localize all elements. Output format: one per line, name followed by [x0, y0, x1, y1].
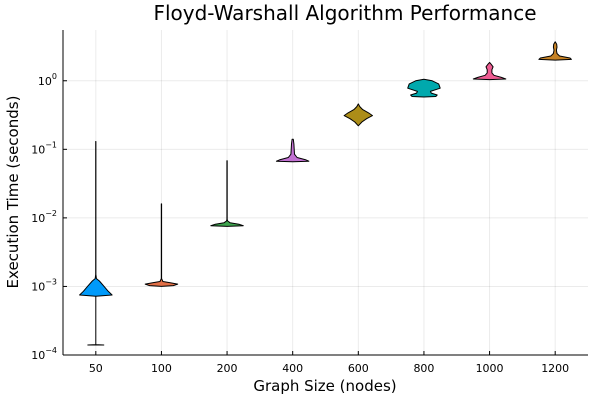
x-tick-label-400: 400	[282, 362, 303, 375]
violin-200	[210, 160, 244, 227]
x-tick-label-600: 600	[348, 362, 369, 375]
x-tick-labels: 50 100 200 400 600 800 1000 1200	[89, 351, 569, 375]
violin-600	[343, 103, 373, 127]
y-axis-label: Execution Time (seconds)	[4, 96, 22, 289]
x-axis-label: Graph Size (nodes)	[253, 377, 396, 395]
y-tick-label-2: 10−2	[31, 209, 57, 225]
y-tick-label-4: 100	[38, 72, 57, 88]
y-tick-label-1: 10−3	[31, 277, 57, 293]
x-tick-label-800: 800	[413, 362, 434, 375]
grid-lines	[63, 30, 588, 356]
axes-frame	[62, 30, 588, 356]
y-tick-label-0: 10−4	[31, 346, 57, 362]
violin-100	[144, 203, 179, 287]
violin-50	[79, 141, 113, 346]
violin-1000	[472, 61, 507, 81]
violin-400	[275, 138, 310, 163]
violin-800	[407, 78, 441, 98]
violins-layer	[79, 41, 572, 346]
x-tick-label-50: 50	[89, 362, 103, 375]
violin-1200	[538, 41, 572, 61]
y-tick-label-3: 10−1	[31, 140, 57, 156]
y-tick-labels: 10−4 10−3 10−2 10−1 100	[31, 72, 67, 362]
x-tick-label-200: 200	[217, 362, 238, 375]
x-tick-label-1200: 1200	[541, 362, 569, 375]
x-tick-label-1000: 1000	[476, 362, 504, 375]
x-tick-label-100: 100	[151, 362, 172, 375]
chart-title: Floyd-Warshall Algorithm Performance	[153, 1, 536, 25]
